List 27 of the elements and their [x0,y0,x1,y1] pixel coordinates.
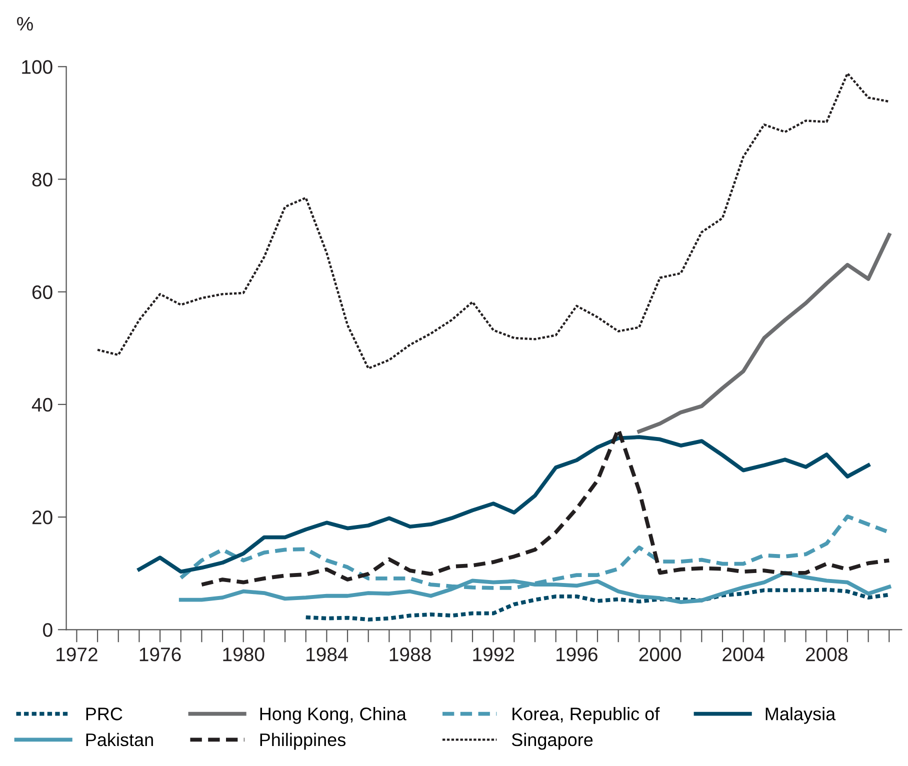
line-series [96,72,890,370]
x-tick-label: 1980 [223,648,264,662]
legend-label: Singapore [512,732,593,750]
y-tick-label: 60 [32,285,52,300]
y-tick-label: 0 [43,623,52,637]
legend-label: Philippines [260,732,346,750]
legend-label: Hong Kong, China [260,707,406,724]
line-series [137,435,870,574]
x-tick-label: 1992 [473,648,514,662]
x-tick-label: 2008 [806,648,848,662]
legend-label: Malaysia [766,707,836,724]
x-tick-label: 1972 [56,648,98,662]
legend-label: Korea, Republic of [512,707,660,724]
x-tick-label: 1976 [140,648,181,662]
y-tick-label: 80 [32,172,52,186]
x-tick-label: 2004 [722,648,764,662]
y-tick-label: 20 [32,510,52,524]
y-axis-title: % [17,16,33,31]
line-series [637,233,892,434]
x-tick-label: 2000 [639,648,681,662]
legend-label: Pakistan [86,732,153,746]
y-tick-label: 40 [32,398,52,412]
y-tick-label: 100 [22,60,52,74]
x-tick-label: 1996 [556,648,598,662]
x-tick-label: 1988 [390,648,431,662]
legend-label: PRC [86,708,122,720]
x-tick-label: 1984 [306,648,348,662]
